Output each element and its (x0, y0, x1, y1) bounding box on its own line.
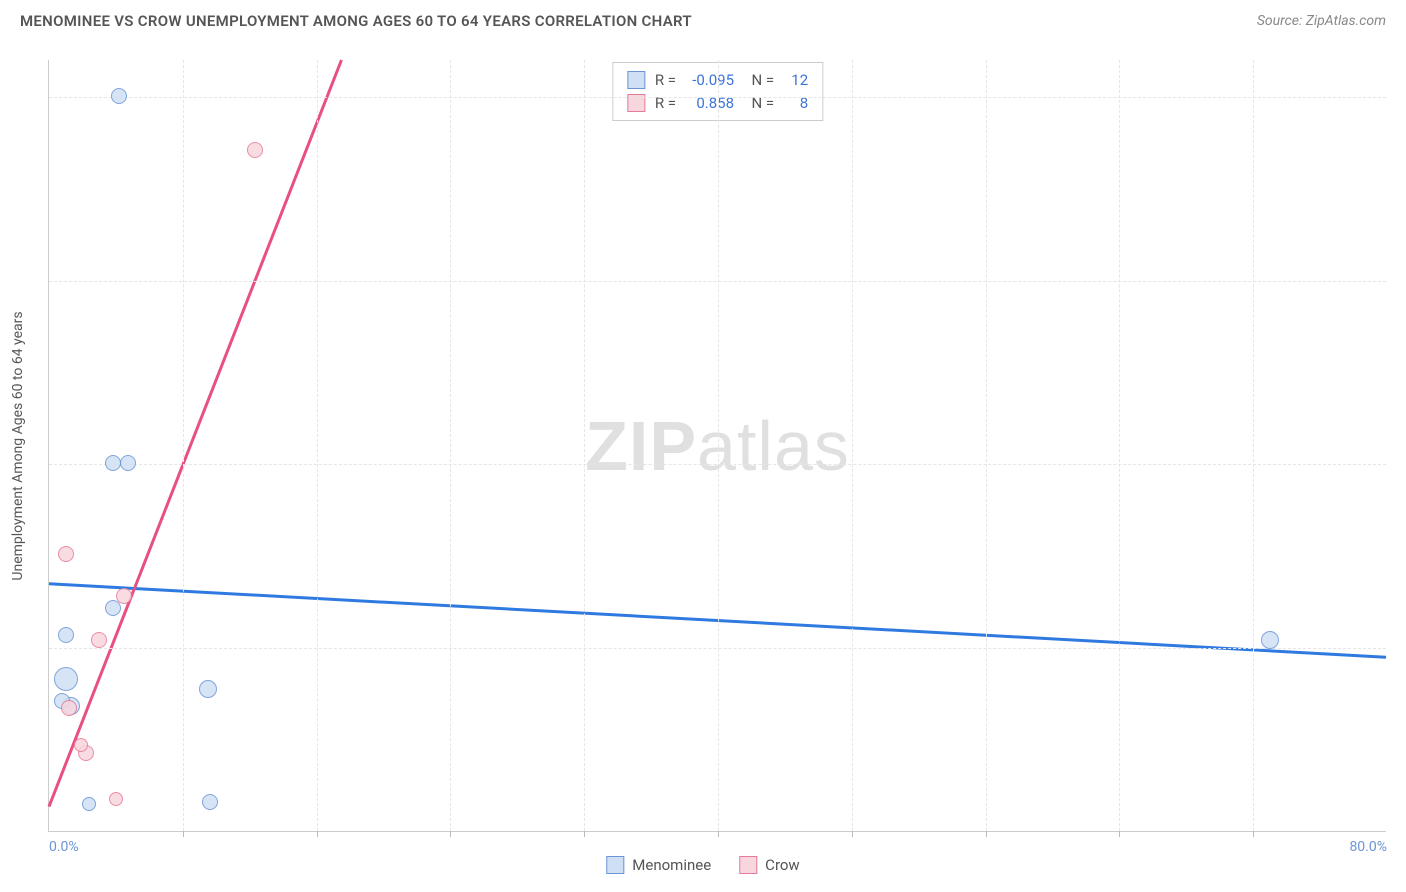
legend-swatch (627, 71, 645, 89)
y-tick-label: 22.5% (1391, 273, 1406, 289)
source-label: Source: ZipAtlas.com (1257, 13, 1386, 29)
data-point (199, 680, 217, 698)
gridline-v (852, 60, 853, 831)
x-tick (1253, 831, 1254, 837)
data-point (247, 142, 263, 158)
data-point (61, 700, 77, 716)
gridline-v (183, 60, 184, 831)
legend-n-label: N = (744, 69, 774, 92)
x-tick (718, 831, 719, 837)
data-point (1261, 631, 1279, 649)
chart-title: MENOMINEE VS CROW UNEMPLOYMENT AMONG AGE… (20, 12, 692, 30)
trend-line (49, 60, 341, 807)
data-point (120, 455, 136, 471)
legend-label: Crow (765, 856, 800, 874)
legend-n-value: 12 (784, 69, 808, 92)
x-tick (317, 831, 318, 837)
data-point (202, 794, 218, 810)
legend-label: Menominee (632, 856, 711, 874)
x-tick (450, 831, 451, 837)
gridline-v (450, 60, 451, 831)
data-point (58, 627, 74, 643)
legend-swatch (606, 856, 624, 874)
gridline-v (718, 60, 719, 831)
legend-r-value: -0.095 (686, 69, 734, 92)
data-point (74, 738, 88, 752)
y-tick-label: 7.5% (1391, 640, 1406, 656)
data-point (54, 667, 78, 691)
data-point (105, 455, 121, 471)
legend-r-label: R = (655, 69, 676, 92)
gridline-v (986, 60, 987, 831)
series-legend: Menominee Crow (606, 856, 799, 874)
legend-r-value: 0.858 (686, 92, 734, 115)
legend-n-label: N = (744, 92, 774, 115)
x-tick-label: 0.0% (49, 839, 79, 855)
legend-item: Crow (739, 856, 800, 874)
x-tick (584, 831, 585, 837)
legend-item: Menominee (606, 856, 711, 874)
x-tick-label: 80.0% (1349, 839, 1387, 855)
data-point (116, 588, 132, 604)
y-tick-label: 15.0% (1391, 456, 1406, 472)
x-tick (986, 831, 987, 837)
plot-area: ZIPatlas R =-0.095 N =12R =0.858 N =8 7.… (48, 60, 1386, 832)
data-point (58, 546, 74, 562)
y-axis-label: Unemployment Among Ages 60 to 64 years (10, 311, 26, 580)
data-point (105, 600, 121, 616)
data-point (91, 632, 107, 648)
legend-swatch (739, 856, 757, 874)
gridline-v (1119, 60, 1120, 831)
data-point (82, 797, 96, 811)
data-point (109, 792, 123, 806)
legend-r-label: R = (655, 92, 676, 115)
gridline-v (317, 60, 318, 831)
x-tick (1119, 831, 1120, 837)
y-tick-label: 30.0% (1391, 89, 1406, 105)
x-tick (852, 831, 853, 837)
data-point (111, 88, 127, 104)
gridline-v (1253, 60, 1254, 831)
x-tick (183, 831, 184, 837)
legend-n-value: 8 (784, 92, 808, 115)
gridline-v (584, 60, 585, 831)
